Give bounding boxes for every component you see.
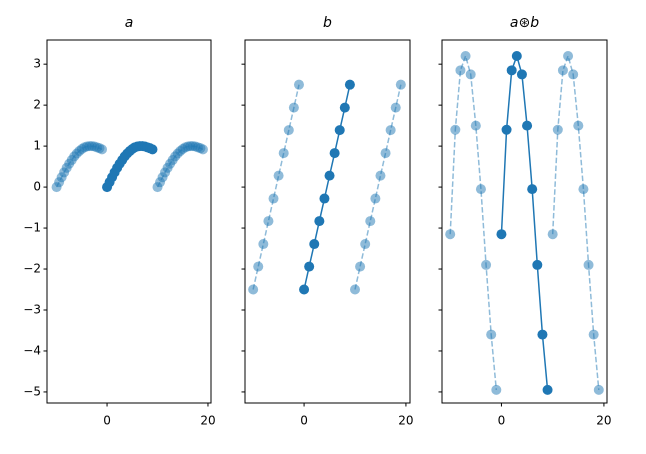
marker bbox=[147, 144, 158, 155]
marker bbox=[304, 261, 315, 272]
x-tick-label: 20 bbox=[596, 414, 611, 428]
marker bbox=[248, 284, 259, 295]
marker bbox=[481, 259, 492, 270]
marker bbox=[375, 170, 386, 181]
plot-area bbox=[248, 79, 406, 295]
axes-frame bbox=[46, 39, 212, 404]
marker bbox=[542, 384, 553, 395]
y-tick-label: −2 bbox=[23, 262, 41, 276]
marker bbox=[563, 50, 574, 61]
y-tick-label: 3 bbox=[33, 57, 41, 71]
marker bbox=[496, 229, 507, 240]
marker bbox=[395, 79, 406, 90]
axes-frame bbox=[441, 39, 608, 404]
marker bbox=[197, 144, 208, 155]
marker bbox=[365, 216, 376, 227]
marker bbox=[97, 144, 108, 155]
series-line bbox=[551, 53, 600, 390]
x-tick-label: 0 bbox=[300, 414, 308, 428]
plot-area bbox=[51, 141, 208, 193]
marker bbox=[532, 259, 543, 270]
marker bbox=[283, 125, 294, 136]
y-tick-label: −5 bbox=[23, 384, 41, 398]
y-tick-label: 2 bbox=[33, 98, 41, 112]
y-tick-label: −4 bbox=[23, 343, 41, 357]
y-tick-label: −3 bbox=[23, 302, 41, 316]
marker bbox=[578, 184, 589, 195]
marker bbox=[324, 170, 335, 181]
marker bbox=[380, 148, 391, 159]
marker bbox=[455, 65, 466, 76]
subplot-title: a bbox=[125, 15, 134, 31]
marker bbox=[588, 329, 599, 340]
series-line bbox=[252, 84, 300, 290]
marker bbox=[339, 102, 350, 113]
marker bbox=[501, 124, 512, 135]
marker bbox=[355, 261, 366, 272]
marker bbox=[314, 216, 325, 227]
x-tick-label: 0 bbox=[498, 414, 506, 428]
marker bbox=[450, 124, 461, 135]
marker bbox=[547, 229, 558, 240]
plot-area bbox=[445, 50, 604, 395]
marker bbox=[360, 239, 371, 250]
marker bbox=[593, 384, 604, 395]
marker bbox=[470, 120, 481, 131]
marker bbox=[288, 102, 299, 113]
subplot-title: b bbox=[323, 15, 332, 31]
y-tick-label: 0 bbox=[33, 180, 41, 194]
marker bbox=[557, 65, 568, 76]
y-tick-label: −1 bbox=[23, 221, 41, 235]
series-line bbox=[303, 84, 351, 290]
marker bbox=[552, 124, 563, 135]
marker bbox=[491, 384, 502, 395]
marker bbox=[293, 79, 304, 90]
marker bbox=[344, 79, 355, 90]
marker bbox=[516, 69, 527, 80]
marker bbox=[253, 261, 264, 272]
marker bbox=[258, 239, 269, 250]
x-tick-label: 20 bbox=[200, 414, 215, 428]
marker bbox=[329, 148, 340, 159]
marker bbox=[370, 193, 381, 204]
marker bbox=[511, 50, 522, 61]
series-line bbox=[500, 53, 549, 390]
marker bbox=[263, 216, 274, 227]
marker bbox=[319, 193, 330, 204]
marker bbox=[465, 69, 476, 80]
marker bbox=[350, 284, 360, 295]
marker bbox=[385, 125, 396, 136]
marker bbox=[268, 193, 279, 204]
marker bbox=[273, 170, 284, 181]
marker bbox=[299, 284, 310, 295]
marker bbox=[309, 239, 320, 250]
marker bbox=[475, 184, 486, 195]
series-line bbox=[354, 84, 402, 290]
marker bbox=[573, 120, 584, 131]
marker bbox=[278, 148, 289, 159]
marker bbox=[583, 259, 594, 270]
axes-frame bbox=[244, 39, 411, 404]
marker bbox=[445, 229, 456, 240]
marker bbox=[390, 102, 401, 113]
series-line bbox=[449, 53, 498, 390]
x-tick-label: 0 bbox=[103, 414, 111, 428]
subplot-title: a⊛b bbox=[510, 15, 539, 31]
marker bbox=[334, 125, 345, 136]
marker bbox=[460, 50, 471, 61]
marker bbox=[506, 65, 517, 76]
x-tick-label: 20 bbox=[398, 414, 413, 428]
marker bbox=[522, 120, 533, 131]
marker bbox=[527, 184, 538, 195]
marker bbox=[537, 329, 548, 340]
y-tick-label: 1 bbox=[33, 139, 41, 153]
marker bbox=[486, 329, 497, 340]
marker bbox=[568, 69, 579, 80]
